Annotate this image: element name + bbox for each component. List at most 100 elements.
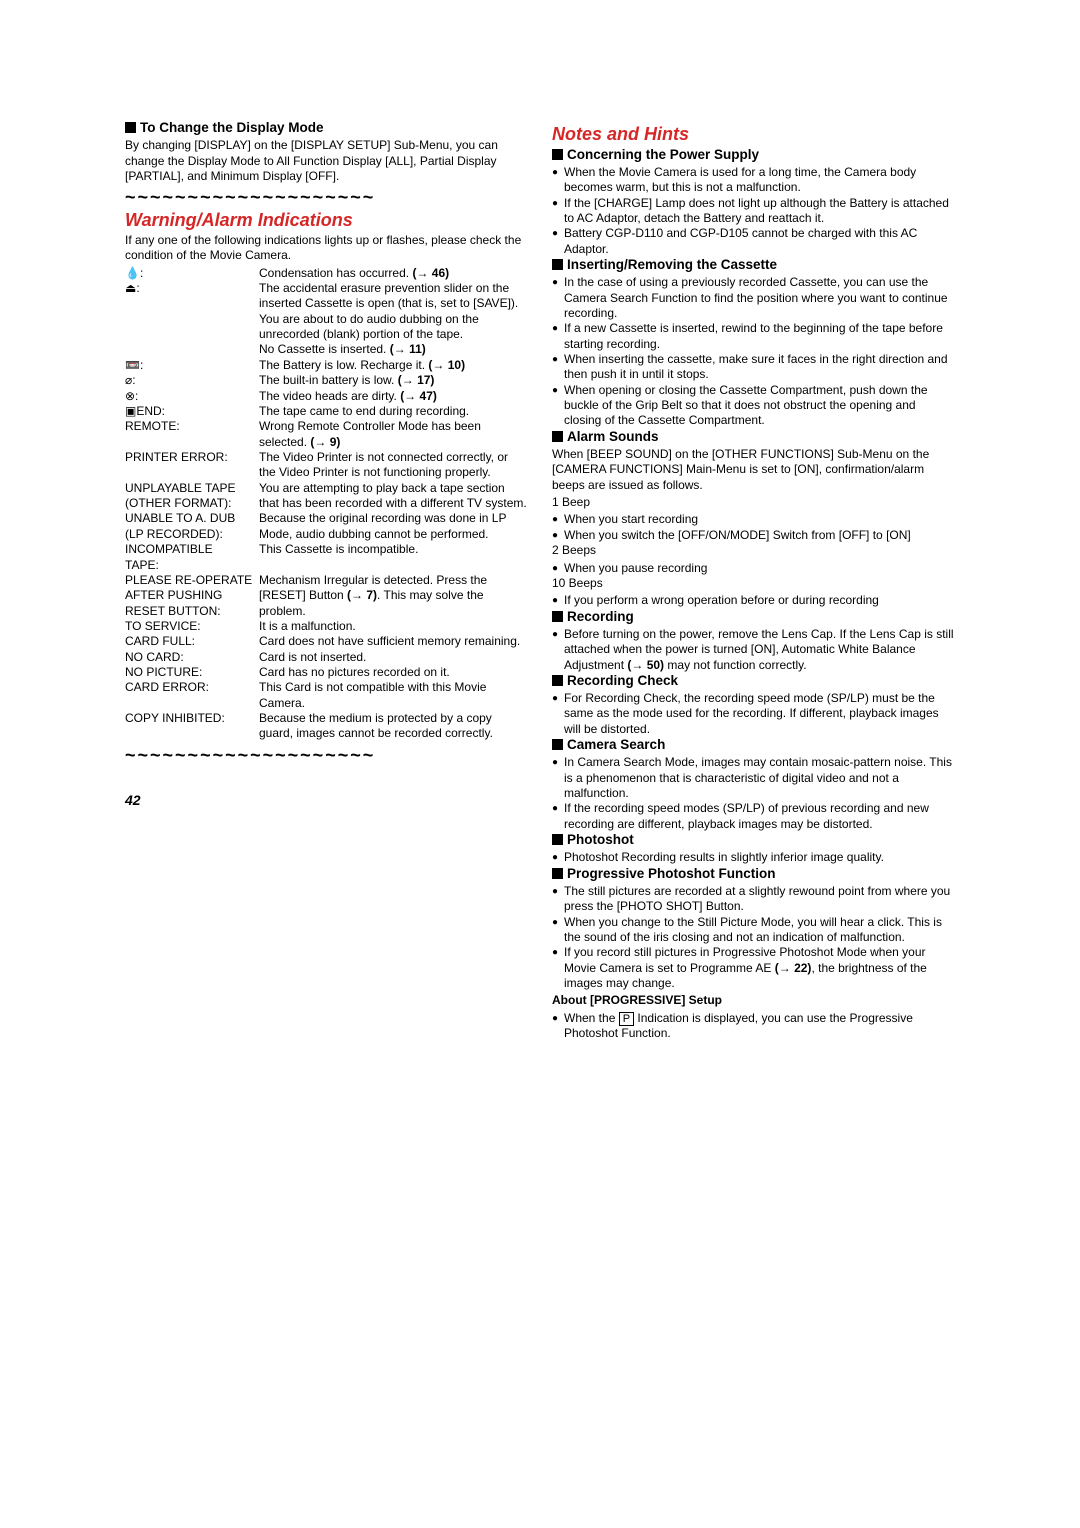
warning-row: COPY INHIBITED:Because the medium is pro…	[125, 711, 528, 742]
warning-row: 📼:The Battery is low. Recharge it. (→ 10…	[125, 358, 528, 373]
warning-row: INCOMPATIBLE TAPE:This Cassette is incom…	[125, 542, 528, 573]
square-marker-icon	[552, 675, 563, 686]
section-heading: Recording	[552, 609, 955, 625]
cross-ref: (→ 7)	[347, 588, 377, 602]
warning-row: CARD ERROR:This Card is not compatible w…	[125, 680, 528, 711]
square-marker-icon	[125, 122, 136, 133]
display-mode-title: To Change the Display Mode	[140, 120, 324, 135]
square-marker-icon	[552, 149, 563, 160]
cross-ref: (→ 47)	[400, 389, 437, 403]
warning-desc: Because the original recording was done …	[259, 511, 528, 542]
bullet-item: When you start recording	[552, 512, 955, 527]
section-heading: Camera Search	[552, 737, 955, 753]
warning-intro: If any one of the following indications …	[125, 233, 528, 264]
section-title: Recording Check	[567, 673, 678, 688]
warning-row: TO SERVICE: It is a malfunction.	[125, 619, 528, 634]
warning-label: NO CARD:	[125, 650, 253, 665]
warning-row: NO CARD:Card is not inserted.	[125, 650, 528, 665]
warning-desc: The built-in battery is low. (→ 17)	[259, 373, 528, 388]
beep-group-head: 10 Beeps	[552, 576, 955, 591]
bullet-list: If you perform a wrong operation before …	[552, 593, 955, 608]
warning-desc: It is a malfunction.	[259, 619, 528, 634]
warning-row: ▣END:The tape came to end during recordi…	[125, 404, 528, 419]
square-marker-icon	[552, 834, 563, 845]
bullet-list: When the Movie Camera is used for a long…	[552, 165, 955, 257]
section-heading: Concerning the Power Supply	[552, 147, 955, 163]
square-marker-icon	[552, 868, 563, 879]
bullet-item: When you pause recording	[552, 561, 955, 576]
bullet-item: When opening or closing the Cassette Com…	[552, 383, 955, 429]
warning-row: UNPLAYABLE TAPE (OTHER FORMAT):You are a…	[125, 481, 528, 512]
warning-desc: This Card is not compatible with this Mo…	[259, 680, 528, 711]
section-title: Inserting/Removing the Cassette	[567, 257, 777, 272]
warning-label: PRINTER ERROR:	[125, 450, 253, 481]
bullet-list: In the case of using a previously record…	[552, 275, 955, 429]
warning-desc: The accidental erasure prevention slider…	[259, 281, 528, 358]
cross-ref: (→ 9)	[310, 435, 340, 449]
section-title: Alarm Sounds	[567, 429, 659, 444]
cross-ref: (→ 17)	[398, 373, 435, 387]
right-column: Notes and Hints Concerning the Power Sup…	[552, 120, 955, 1041]
bullet-item: If the [CHARGE] Lamp does not light up a…	[552, 196, 955, 227]
warning-row: ⏏:The accidental erasure prevention slid…	[125, 281, 528, 358]
bullet-item: Before turning on the power, remove the …	[552, 627, 955, 673]
warning-desc: Card does not have sufficient memory rem…	[259, 634, 528, 649]
warning-label: TO SERVICE:	[125, 619, 253, 634]
square-marker-icon	[552, 739, 563, 750]
warning-label: NO PICTURE:	[125, 665, 253, 680]
bullet-item: In the case of using a previously record…	[552, 275, 955, 321]
warning-label: UNABLE TO A. DUB (LP RECORDED):	[125, 511, 253, 542]
warning-desc: Because the medium is protected by a cop…	[259, 711, 528, 742]
bullet-item: Photoshot Recording results in slightly …	[552, 850, 955, 865]
bullet-item: In Camera Search Mode, images may contai…	[552, 755, 955, 801]
bullet-item: When the Movie Camera is used for a long…	[552, 165, 955, 196]
bullet-list: Photoshot Recording results in slightly …	[552, 850, 955, 865]
square-marker-icon	[552, 431, 563, 442]
warning-label: 📼:	[125, 358, 253, 373]
warning-heading: Warning/Alarm Indications	[125, 210, 528, 231]
warning-row: ⊗: The video heads are dirty. (→ 47)	[125, 389, 528, 404]
page-number: 42	[125, 792, 528, 808]
bullet-item: If you record still pictures in Progress…	[552, 945, 955, 991]
page: To Change the Display Mode By changing […	[0, 0, 1080, 1101]
warning-label: COPY INHIBITED:	[125, 711, 253, 742]
display-mode-body: By changing [DISPLAY] on the [DISPLAY SE…	[125, 138, 528, 184]
warning-desc: Wrong Remote Controller Mode has been se…	[259, 419, 528, 450]
warning-label: REMOTE:	[125, 419, 253, 450]
warning-desc: This Cassette is incompatible.	[259, 542, 528, 573]
warning-label: INCOMPATIBLE TAPE:	[125, 542, 253, 573]
warning-list: 💧: Condensation has occurred. (→ 46)⏏:The…	[125, 266, 528, 742]
warning-row: CARD FULL: Card does not have sufficient …	[125, 634, 528, 649]
notes-heading: Notes and Hints	[552, 124, 955, 145]
section-heading: Alarm Sounds	[552, 429, 955, 445]
warning-label: 💧:	[125, 266, 253, 281]
section-intro: When [BEEP SOUND] on the [OTHER FUNCTION…	[552, 447, 955, 493]
warning-label: ⌀:	[125, 373, 253, 388]
warning-row: NO PICTURE: Card has no pictures recorded…	[125, 665, 528, 680]
warning-label: PLEASE RE-OPERATE AFTER PUSHING RESET BU…	[125, 573, 253, 619]
sub-heading: About [PROGRESSIVE] Setup	[552, 993, 955, 1008]
square-marker-icon	[552, 611, 563, 622]
p-indicator-icon: P	[619, 1012, 634, 1026]
bullet-item: When inserting the cassette, make sure i…	[552, 352, 955, 383]
warning-label: CARD FULL:	[125, 634, 253, 649]
section-title: Recording	[567, 609, 634, 624]
section-heading: Inserting/Removing the Cassette	[552, 257, 955, 273]
warning-row: 💧: Condensation has occurred. (→ 46)	[125, 266, 528, 281]
warning-label: ⊗:	[125, 389, 253, 404]
warning-desc: Condensation has occurred. (→ 46)	[259, 266, 528, 281]
left-column: To Change the Display Mode By changing […	[125, 120, 528, 1041]
section-title: Progressive Photoshot Function	[567, 866, 776, 881]
warning-row: ⌀: The built-in battery is low. (→ 17)	[125, 373, 528, 388]
bullet-list: The still pictures are recorded at a sli…	[552, 884, 955, 992]
bullet-item: When you switch the [OFF/ON/MODE] Switch…	[552, 528, 955, 543]
warning-row: PRINTER ERROR:The Video Printer is not c…	[125, 450, 528, 481]
bullet-item: When you change to the Still Picture Mod…	[552, 915, 955, 946]
bullet-item: For Recording Check, the recording speed…	[552, 691, 955, 737]
warning-desc: Card has no pictures recorded on it.	[259, 665, 528, 680]
warning-desc: The video heads are dirty. (→ 47)	[259, 389, 528, 404]
cross-ref: (→ 46)	[412, 266, 449, 280]
warning-desc: The tape came to end during recording.	[259, 404, 528, 419]
warning-row: REMOTE:Wrong Remote Controller Mode has …	[125, 419, 528, 450]
cross-ref: (→ 50)	[627, 658, 664, 672]
